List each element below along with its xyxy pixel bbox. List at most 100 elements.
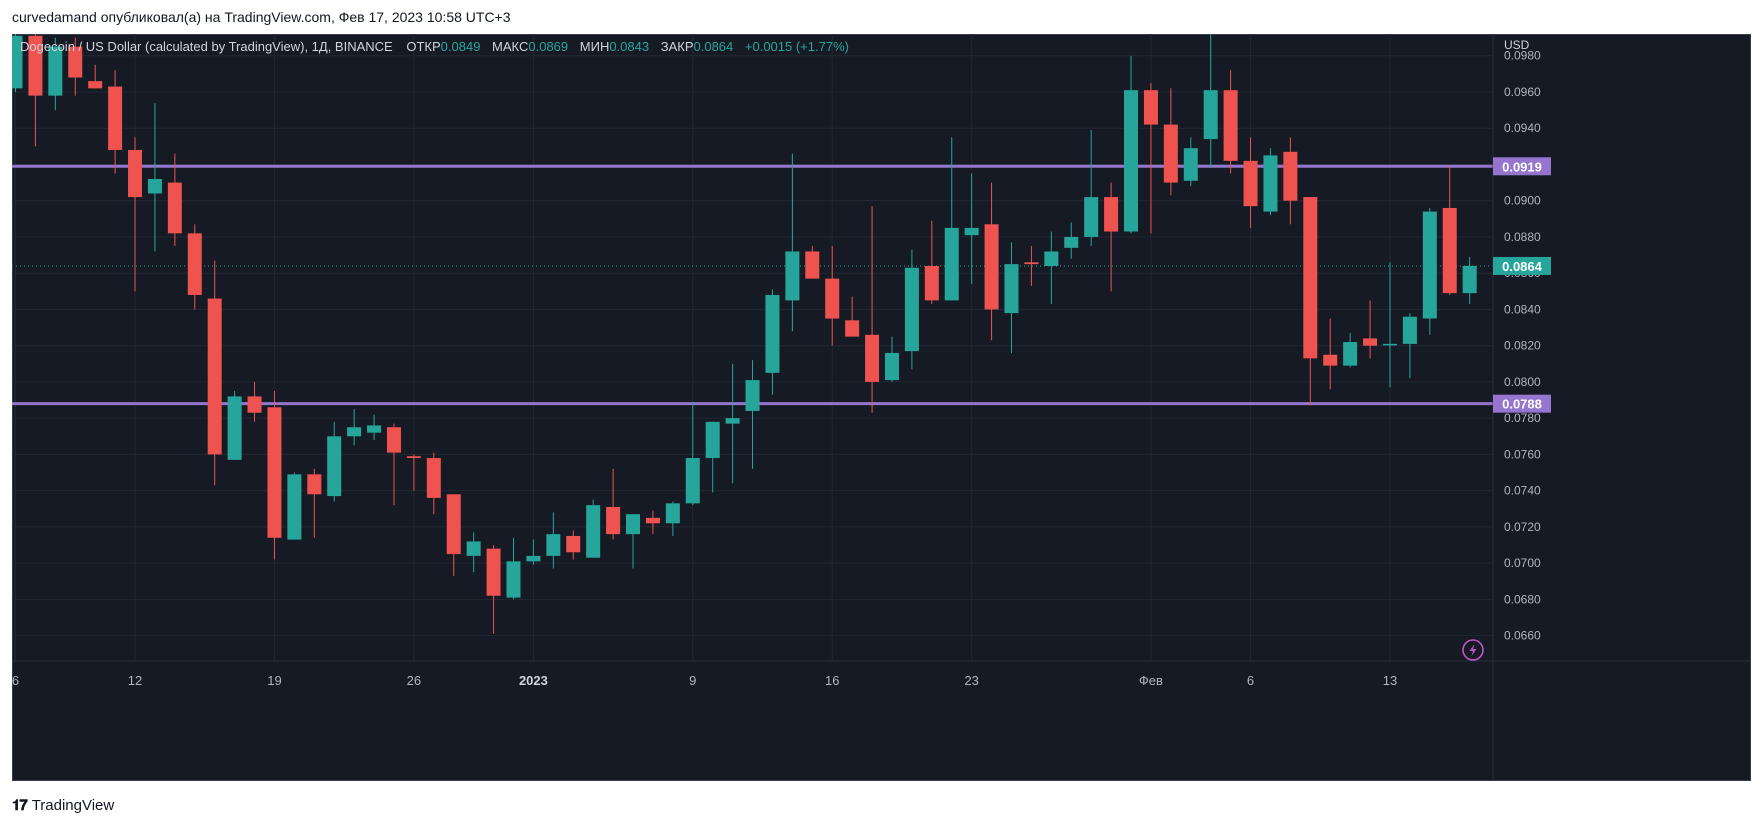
- candle-down[interactable]: [984, 182, 999, 341]
- candle-body: [426, 458, 441, 498]
- candle-up[interactable]: [1462, 256, 1477, 305]
- candle-up[interactable]: [1402, 313, 1417, 379]
- footer-brand: TradingView: [31, 797, 115, 814]
- candle-up[interactable]: [745, 360, 760, 469]
- candle-body: [506, 561, 521, 598]
- candle-down[interactable]: [1243, 137, 1258, 228]
- candle-down[interactable]: [486, 545, 501, 634]
- y-tick-label: 0.0880: [1504, 230, 1541, 244]
- candle-up[interactable]: [665, 501, 680, 536]
- candle-down[interactable]: [1323, 318, 1338, 390]
- candle-body: [1044, 251, 1059, 266]
- candle-body: [626, 514, 641, 535]
- candle-down[interactable]: [1104, 182, 1119, 292]
- x-tick-label: 2023: [519, 673, 548, 688]
- candle-down[interactable]: [1163, 88, 1178, 196]
- candle-up[interactable]: [1183, 137, 1198, 187]
- candle-up[interactable]: [626, 514, 641, 569]
- candle-up[interactable]: [227, 390, 242, 460]
- symbol-legend: Dogecoin / US Dollar (calculated by Trad…: [20, 39, 849, 54]
- publication-attribution: curvedamand опубликовал(а) на TradingVie…: [12, 9, 511, 25]
- candle-up[interactable]: [586, 499, 601, 558]
- candle-up[interactable]: [526, 539, 541, 565]
- candle-down[interactable]: [825, 246, 840, 346]
- candle-down[interactable]: [108, 70, 123, 174]
- candle-down[interactable]: [1024, 246, 1039, 286]
- lightning-icon[interactable]: [1462, 639, 1484, 661]
- candle-down[interactable]: [187, 224, 202, 310]
- candle-down[interactable]: [845, 296, 860, 337]
- candle-up[interactable]: [1422, 207, 1437, 335]
- candle-up[interactable]: [944, 137, 959, 301]
- candle-down[interactable]: [68, 37, 83, 96]
- candle-body: [406, 456, 421, 459]
- candle-down[interactable]: [1303, 197, 1318, 406]
- candle-down[interactable]: [167, 153, 182, 247]
- candle-up[interactable]: [367, 414, 382, 440]
- candle-up[interactable]: [705, 421, 720, 493]
- candle-body: [725, 418, 740, 424]
- candle-up[interactable]: [1382, 262, 1397, 388]
- candle-up[interactable]: [327, 421, 342, 502]
- candle-up[interactable]: [765, 289, 780, 395]
- candle-up[interactable]: [785, 153, 800, 332]
- candle-down[interactable]: [207, 260, 222, 486]
- candle-down[interactable]: [446, 494, 461, 576]
- candle-up[interactable]: [1124, 55, 1139, 234]
- candle-body: [1143, 90, 1158, 125]
- candle-up[interactable]: [12, 34, 23, 92]
- candle-up[interactable]: [1064, 222, 1079, 259]
- candle-down[interactable]: [426, 452, 441, 515]
- candle-down[interactable]: [128, 137, 143, 292]
- candle-body: [1462, 265, 1477, 294]
- candle-up[interactable]: [147, 102, 162, 252]
- candle-down[interactable]: [1283, 137, 1298, 225]
- candle-down[interactable]: [28, 34, 43, 147]
- candle-up[interactable]: [506, 537, 521, 600]
- candle-up[interactable]: [48, 37, 63, 111]
- candle-up[interactable]: [1084, 130, 1099, 247]
- candle-up[interactable]: [546, 512, 561, 569]
- candle-body: [167, 182, 182, 234]
- candle-down[interactable]: [606, 468, 621, 540]
- candle-down[interactable]: [645, 510, 660, 535]
- candle-up[interactable]: [1044, 231, 1059, 305]
- candle-down[interactable]: [1442, 166, 1457, 295]
- candle-up[interactable]: [904, 249, 919, 370]
- candle-up[interactable]: [1263, 148, 1278, 216]
- candle-down[interactable]: [865, 206, 880, 413]
- candle-down[interactable]: [247, 381, 262, 422]
- candle-down[interactable]: [566, 530, 581, 560]
- candle-down[interactable]: [267, 390, 282, 560]
- candle-body: [984, 224, 999, 310]
- candle-up[interactable]: [347, 409, 362, 446]
- candle-down[interactable]: [805, 246, 820, 279]
- candle-up[interactable]: [1203, 34, 1218, 169]
- candle-body: [546, 534, 561, 556]
- candle-body: [147, 178, 162, 194]
- candle-down[interactable]: [386, 423, 401, 506]
- candle-body: [227, 396, 242, 460]
- candle-up[interactable]: [1343, 333, 1358, 368]
- candle-up[interactable]: [884, 336, 899, 382]
- candle-up[interactable]: [287, 472, 302, 540]
- candle-body: [287, 474, 302, 540]
- candle-body: [347, 427, 362, 437]
- candle-up[interactable]: [725, 363, 740, 484]
- candle-down[interactable]: [406, 454, 421, 491]
- candle-down[interactable]: [924, 220, 939, 305]
- candle-up[interactable]: [466, 532, 481, 573]
- candle-down[interactable]: [88, 64, 103, 89]
- symbol-name: Dogecoin / US Dollar (calculated by Trad…: [20, 39, 393, 54]
- candle-down[interactable]: [1223, 70, 1238, 174]
- candle-down[interactable]: [1363, 300, 1378, 359]
- candle-body: [1084, 197, 1099, 237]
- candle-down[interactable]: [1143, 82, 1158, 234]
- candlestick-chart[interactable]: 6 12 19 26 2023 9 16 23 Фев 6 13 USD 0.0980 0.0960 0…: [12, 34, 1751, 781]
- candle-body: [247, 396, 262, 413]
- candle-up[interactable]: [685, 401, 700, 506]
- candle-up[interactable]: [964, 173, 979, 285]
- y-tick-label: 0.0740: [1504, 484, 1541, 498]
- candle-down[interactable]: [307, 468, 322, 538]
- candle-up[interactable]: [1004, 242, 1019, 353]
